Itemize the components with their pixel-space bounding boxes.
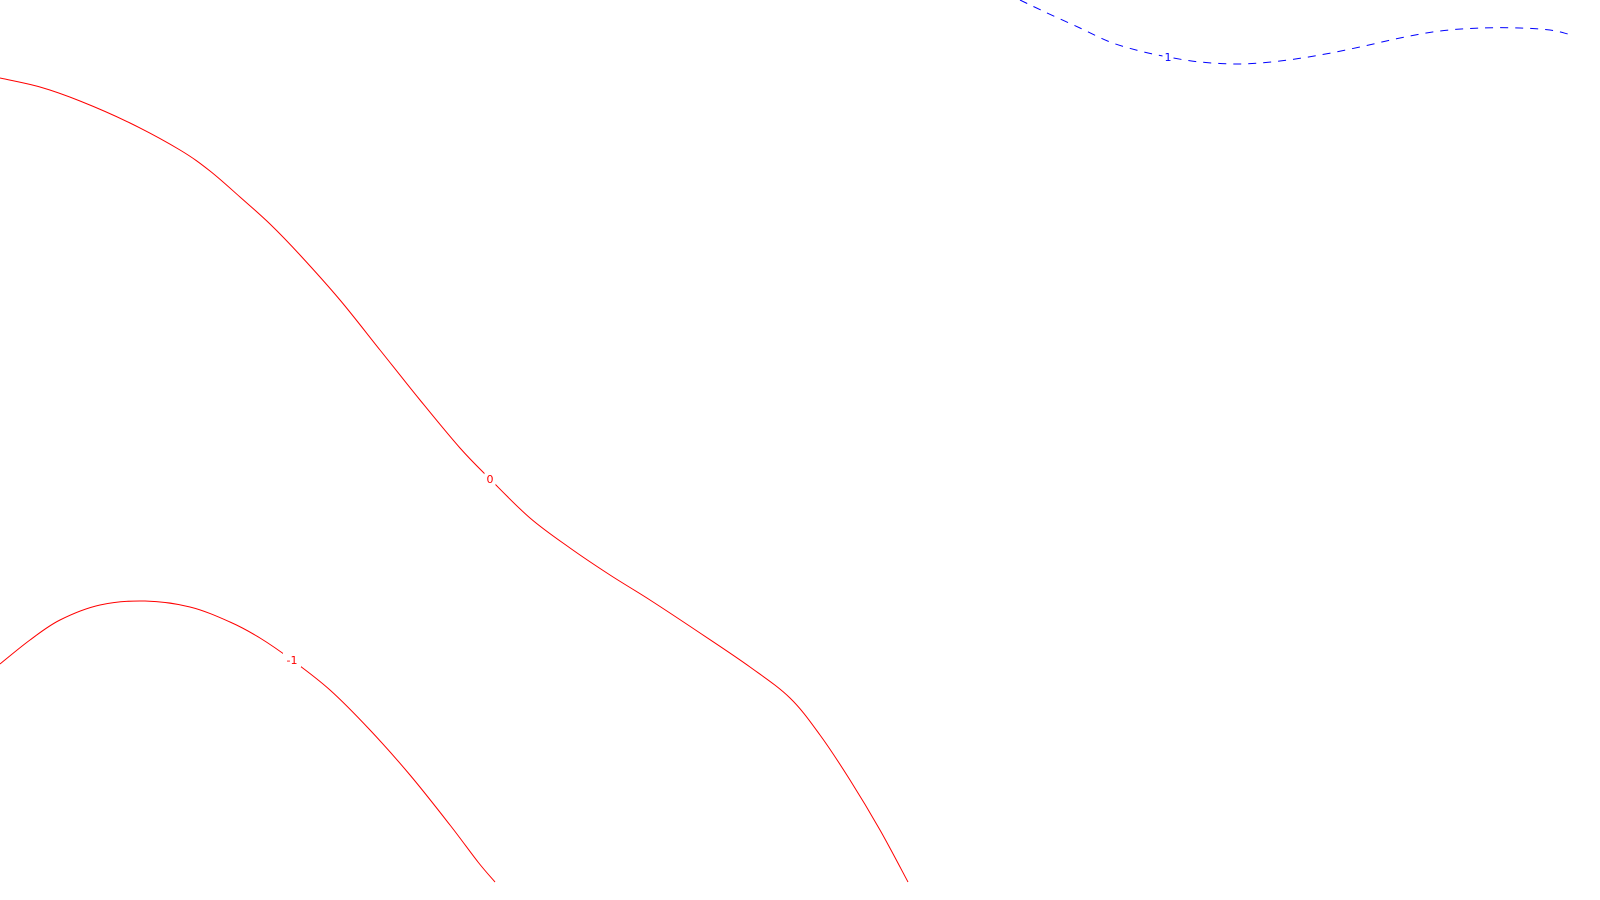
contour-label-0: 0 bbox=[487, 473, 494, 486]
contour-label-background bbox=[484, 472, 496, 486]
contour-label-1: 1 bbox=[1165, 51, 1172, 64]
contour-line-level-0 bbox=[0, 77, 909, 883]
contour-lines bbox=[0, 0, 1569, 883]
contour-line-level-1 bbox=[1019, 0, 1569, 65]
contour-label-neg1: -1 bbox=[287, 654, 298, 667]
contour-labels: 1 0 -1 bbox=[283, 50, 1174, 667]
contour-label-background bbox=[283, 653, 301, 667]
contour-line-level-neg1 bbox=[0, 600, 496, 883]
contour-label-background bbox=[1162, 50, 1174, 64]
